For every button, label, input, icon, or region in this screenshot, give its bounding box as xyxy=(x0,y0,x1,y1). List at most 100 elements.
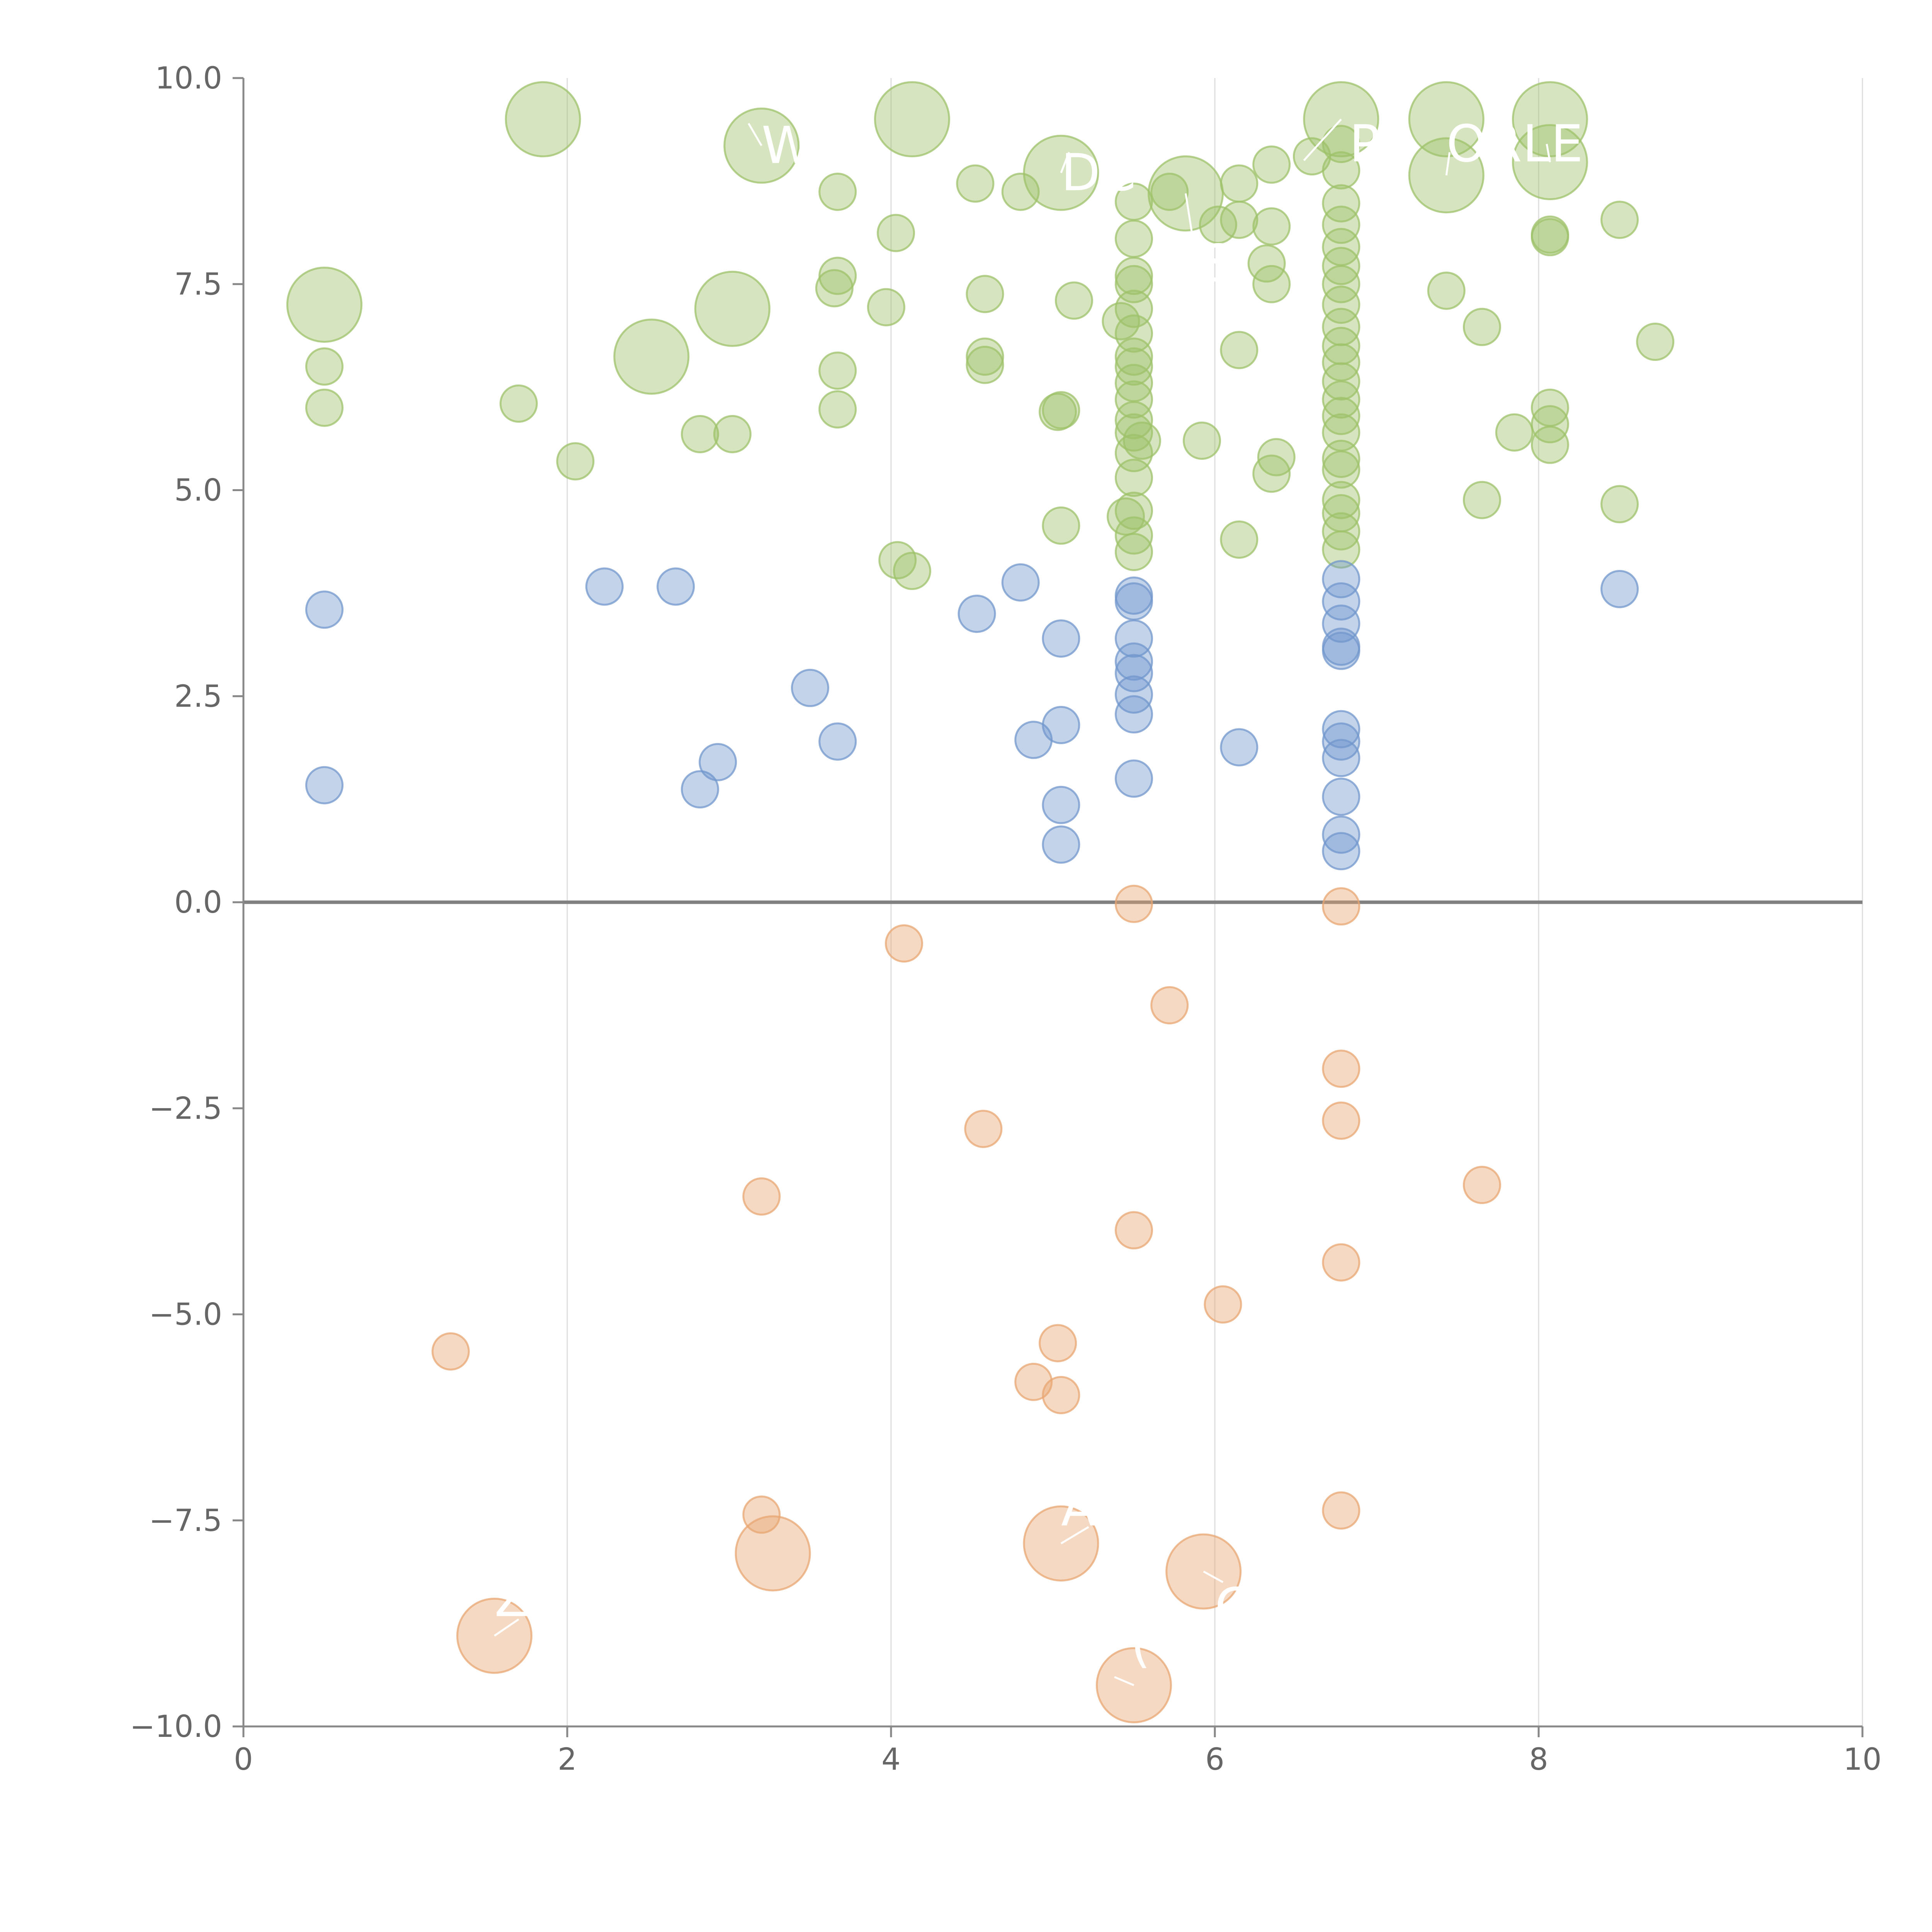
green-bubble xyxy=(1636,323,1675,361)
green-bubble xyxy=(505,81,581,158)
blue-bubble xyxy=(1115,695,1153,734)
green-bubble xyxy=(1252,265,1291,303)
y-tick-label: 2.5 xyxy=(174,679,222,714)
y-tick-label: 7.5 xyxy=(174,267,222,302)
green-bubble xyxy=(1001,172,1040,211)
green-bubble xyxy=(966,345,1004,384)
orange-bubble xyxy=(885,924,923,963)
green-bubble xyxy=(1600,485,1639,524)
green-bubble xyxy=(1322,380,1361,419)
y-axis-ticks: −10.0 −7.5 −5.0 −2.5 0.0 2.5 5.0 7.5 10.0 xyxy=(130,61,243,1744)
orange-bubble xyxy=(1322,1491,1361,1530)
bubble-label: DC xyxy=(1061,143,1136,202)
green-bubble xyxy=(893,552,931,590)
label-leader-line xyxy=(748,123,762,146)
blue-bubble xyxy=(1322,739,1361,777)
bubble-label: P xyxy=(1349,114,1380,174)
label-leader-line xyxy=(1060,152,1070,173)
blue-bubble xyxy=(1322,604,1361,643)
label-leader-line xyxy=(1303,118,1342,161)
orange-bubble xyxy=(1204,1285,1242,1324)
green-bubble xyxy=(1042,506,1080,545)
green-bubble xyxy=(556,442,595,481)
x-tick-label: 8 xyxy=(1529,1742,1548,1777)
green-bubble xyxy=(1322,265,1361,303)
green-bubble xyxy=(1220,201,1259,239)
green-bubble xyxy=(966,337,1004,376)
green-bubble xyxy=(1115,257,1153,295)
x-tick-label: 2 xyxy=(558,1742,577,1777)
orange-bubble xyxy=(1322,1101,1361,1140)
bubble-label: OR xyxy=(1446,114,1522,174)
green-bubble xyxy=(1054,281,1093,320)
green-bubble xyxy=(877,214,915,252)
x-tick-label: 10 xyxy=(1843,1742,1881,1777)
blue-bubble xyxy=(1322,631,1361,670)
green-bubble xyxy=(1531,405,1569,444)
blue-bubble xyxy=(305,590,344,629)
y-tick-label: −2.5 xyxy=(149,1091,222,1126)
label-leader-line xyxy=(1546,144,1551,163)
y-tick-label: −7.5 xyxy=(149,1503,222,1538)
blue-bubble xyxy=(1042,619,1080,658)
bubble-label: A xyxy=(1061,1478,1096,1538)
y-tick-label: 5.0 xyxy=(174,473,222,508)
green-bubble xyxy=(1115,401,1153,439)
y-tick-label: 10.0 xyxy=(155,61,222,96)
bubble-label: S xyxy=(1202,234,1234,293)
blue-bubble xyxy=(957,594,996,633)
blue-bubble xyxy=(1115,675,1153,714)
green-bubble xyxy=(1115,219,1153,258)
green-bubble xyxy=(613,318,690,395)
label-leader-line xyxy=(1445,152,1451,176)
green-bubble xyxy=(499,384,538,423)
green-bubble xyxy=(1039,393,1077,431)
green-bubble xyxy=(1531,425,1569,464)
blue-bubble xyxy=(1042,786,1080,824)
blue-bubble xyxy=(585,567,624,606)
green-bubble xyxy=(867,288,905,327)
blue-bubble xyxy=(681,770,719,809)
green-bubble xyxy=(1463,308,1501,346)
blue-bubble xyxy=(305,766,344,804)
green-bubble xyxy=(1252,207,1291,246)
green-bubble xyxy=(1182,422,1221,460)
y-tick-label: −5.0 xyxy=(149,1298,222,1332)
green-bubble xyxy=(1600,201,1639,239)
x-tick-label: 4 xyxy=(881,1742,901,1777)
bubble-label: LEG xyxy=(1522,114,1622,174)
green-bubble xyxy=(874,81,950,158)
blue-bubble xyxy=(1322,560,1361,599)
blue-bubble xyxy=(1322,582,1361,621)
green-bubble xyxy=(1115,314,1153,353)
blue-bubble xyxy=(1115,642,1153,681)
blue-bubble xyxy=(1322,777,1361,816)
green-bubble xyxy=(966,275,1004,313)
green-bubble xyxy=(1322,481,1361,519)
green-bubble xyxy=(1115,380,1153,419)
green-bubble xyxy=(1252,454,1291,493)
green-bubble xyxy=(1531,218,1569,257)
green-bubble xyxy=(1322,530,1361,569)
green-bubble xyxy=(1150,172,1189,211)
blue-bubble xyxy=(1322,722,1361,761)
blue-bubble xyxy=(1322,832,1361,871)
blue-bubble xyxy=(1042,706,1080,744)
green-bubble xyxy=(815,269,854,308)
green-bubble xyxy=(1122,422,1161,460)
blue-bubble xyxy=(1001,563,1040,602)
green-bubble xyxy=(305,388,344,427)
bubble-labels: WA DC S P OR LEG A Z C ( xyxy=(494,114,1622,1686)
green-bubble xyxy=(681,415,719,453)
blue-bubble xyxy=(1042,825,1080,864)
blue-bubble xyxy=(1322,710,1361,748)
blue-bubble xyxy=(1115,654,1153,692)
orange-bubble xyxy=(735,1515,811,1592)
bubble-label: WA xyxy=(762,116,844,175)
blue-bubble xyxy=(656,567,695,606)
green-bubble xyxy=(1322,184,1361,223)
green-bubble xyxy=(1322,439,1361,478)
green-bubble xyxy=(305,347,344,386)
green-bubble xyxy=(713,415,752,453)
green-bubble xyxy=(1322,286,1361,324)
